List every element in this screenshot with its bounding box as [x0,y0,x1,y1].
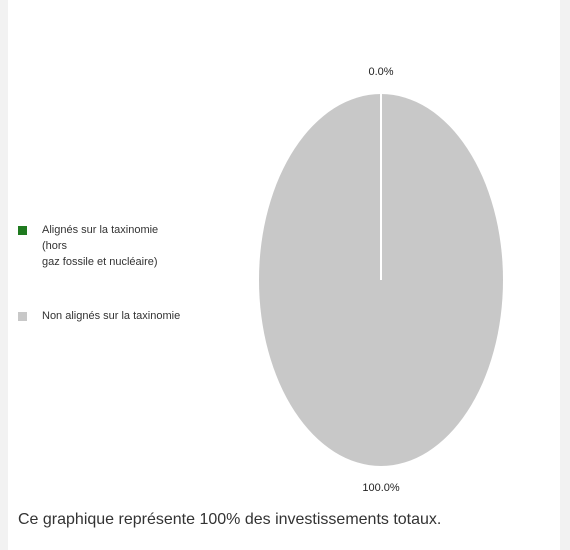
panel: 0.0% 100.0% Alignés sur la taxinomie (hor… [8,0,560,550]
legend-label: Alignés sur la taxinomie (hors gaz fossi… [42,224,159,268]
legend-label: Non alignés sur la taxinomie [42,310,181,322]
chart: 0.0% 100.0% [259,66,503,494]
data-label: 0.0% [368,66,393,78]
legend-swatch [18,312,27,321]
legend-swatch [18,226,27,235]
data-label: 100.0% [362,482,400,494]
caption: Ce graphique représente 100% des investi… [18,511,442,528]
